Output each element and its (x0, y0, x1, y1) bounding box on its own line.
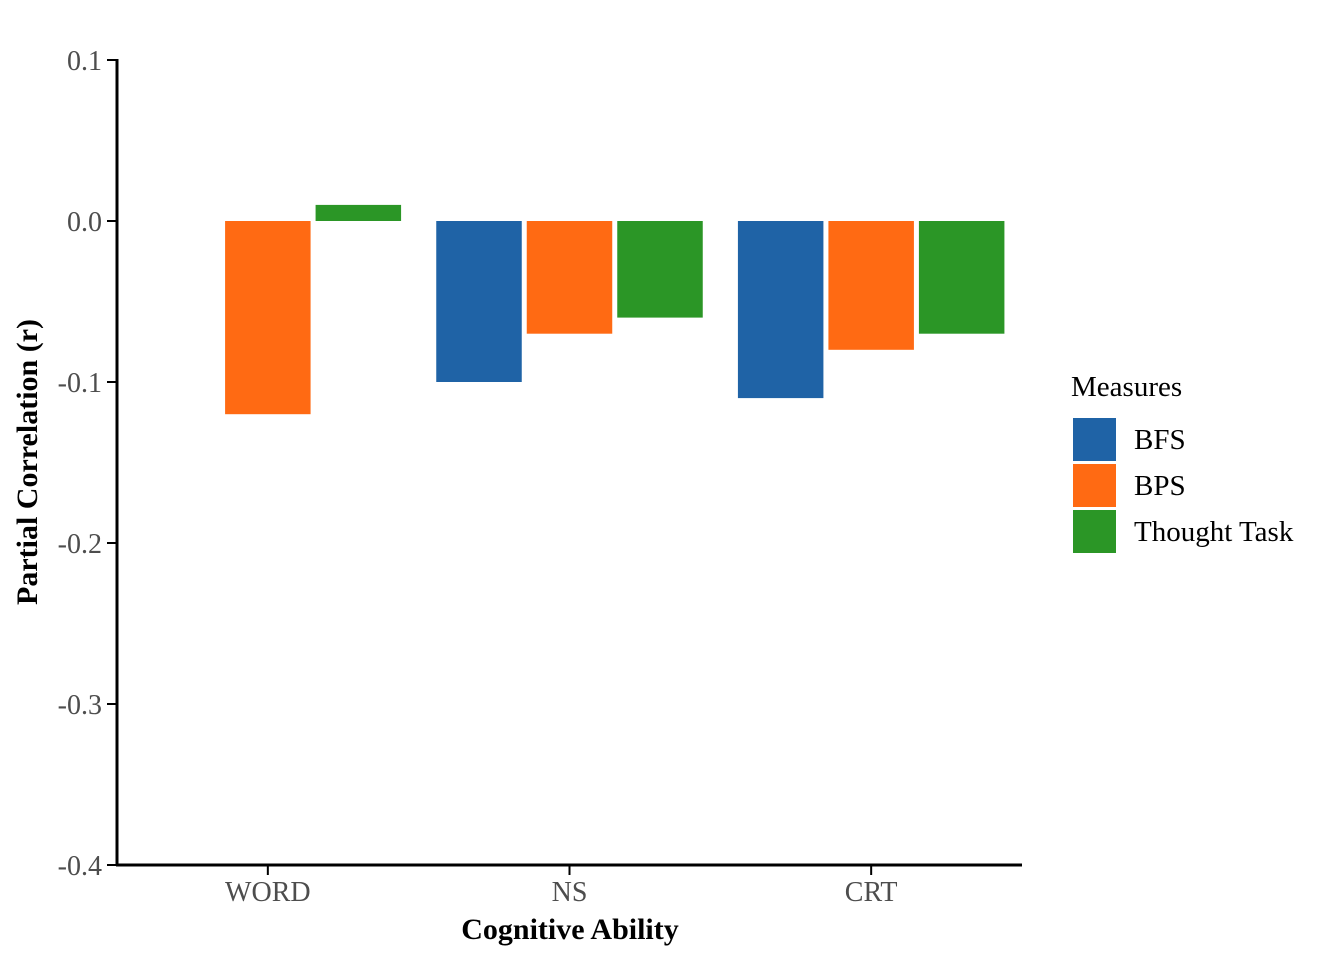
y-ticks: 0.1 0.0 -0.1 -0.2 -0.3 -0.4 (58, 46, 117, 882)
bar-bps (828, 221, 914, 350)
bar-thought-task (617, 221, 703, 318)
bar-thought-task (315, 204, 402, 221)
legend-key-thought-task (1073, 510, 1116, 553)
bar-thought-task (918, 221, 1005, 334)
x-tick-label: CRT (845, 877, 898, 908)
y-tick-label: -0.1 (58, 368, 102, 399)
bars (225, 204, 1005, 415)
bar-bfs (436, 221, 522, 382)
x-tick-label: NS (552, 877, 588, 908)
bar-bps (225, 221, 311, 415)
y-tick-label: -0.4 (58, 851, 102, 882)
x-ticks: WORD NS CRT (225, 865, 898, 908)
y-tick-label: -0.2 (58, 529, 102, 560)
legend-label: BFS (1134, 424, 1186, 456)
y-tick-label: 0.1 (67, 46, 102, 77)
y-tick-label: -0.3 (58, 690, 102, 721)
legend-label: BPS (1134, 470, 1186, 502)
y-axis-title: Partial Correlation (r) (11, 319, 44, 605)
bar-bps (526, 221, 613, 334)
legend-key-bps (1073, 464, 1116, 507)
legend: Measures BFS BPS Thought Task (1071, 371, 1294, 553)
bar-bfs (737, 221, 824, 399)
axes (115, 59, 1022, 867)
legend-key-bfs (1073, 418, 1116, 461)
x-tick-label: WORD (225, 877, 311, 908)
legend-title: Measures (1071, 371, 1182, 403)
legend-label: Thought Task (1134, 516, 1294, 548)
x-axis-title: Cognitive Ability (461, 913, 679, 946)
y-tick-label: 0.0 (67, 207, 102, 238)
